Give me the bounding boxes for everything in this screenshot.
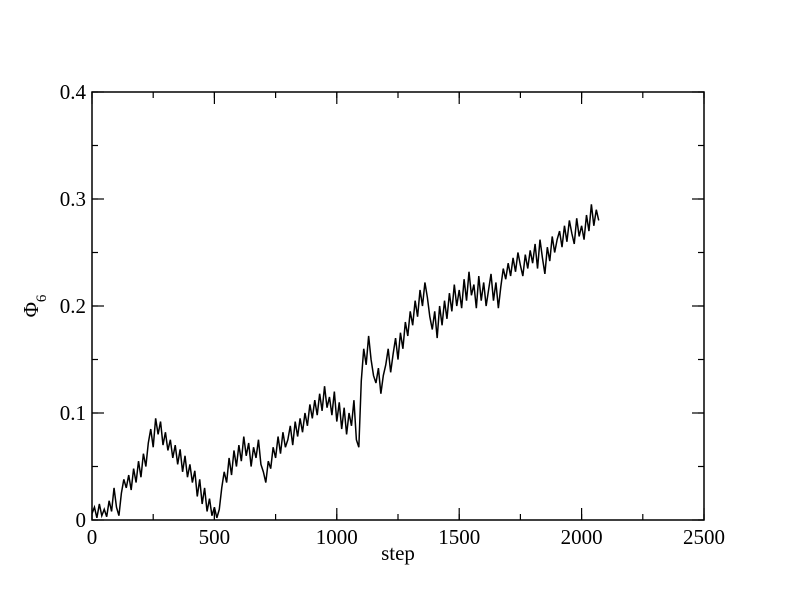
x-tick-label: 1500 (438, 525, 480, 549)
x-tick-label: 2500 (683, 525, 725, 549)
y-tick-label: 0.4 (60, 80, 87, 104)
y-tick-label: 0.2 (60, 294, 86, 318)
data-line (91, 204, 600, 519)
y-axis-symbol: Φ (19, 302, 43, 317)
y-tick-label: 0.3 (60, 187, 86, 211)
y-axis-label: Φ6 (19, 294, 50, 317)
y-axis-subscript: 6 (34, 294, 50, 302)
x-axis-label: step (381, 541, 415, 565)
plot-frame (91, 91, 705, 521)
x-tick-label: 500 (199, 525, 231, 549)
x-tick-label: 1000 (316, 525, 358, 549)
y-tick-label: 0.1 (60, 401, 86, 425)
x-tick-label: 2000 (561, 525, 603, 549)
x-tick-label: 0 (87, 525, 98, 549)
y-tick-label: 0 (76, 508, 87, 532)
